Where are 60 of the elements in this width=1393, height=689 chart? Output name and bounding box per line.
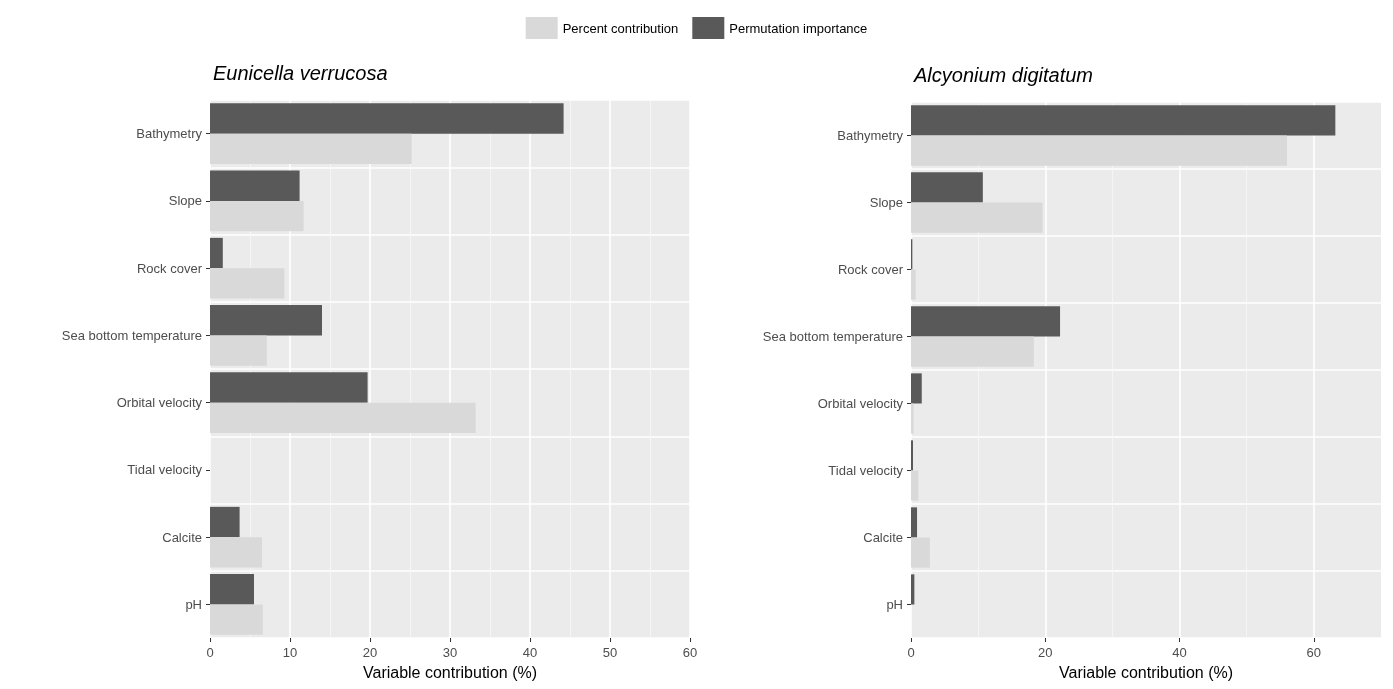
y-tick-label: Rock cover — [837, 262, 904, 277]
bar — [210, 506, 240, 538]
y-tick-label: Bathymetry — [837, 128, 904, 143]
bar — [210, 305, 322, 336]
bar — [911, 440, 914, 471]
x-tick-label: 0 — [206, 645, 214, 660]
x-axis-title: Variable contribution (%) — [362, 663, 538, 681]
bar — [210, 335, 267, 366]
bar — [911, 306, 1061, 337]
bar — [911, 135, 1287, 166]
bar — [210, 170, 300, 201]
y-tick-label: Rock cover — [136, 260, 203, 276]
y-tick-label: Tidal velocity — [828, 463, 904, 478]
bar — [210, 574, 254, 605]
bar — [210, 133, 412, 164]
bar — [911, 507, 918, 538]
y-tick-label: Sea bottom temperature — [762, 329, 903, 344]
bar — [210, 372, 368, 403]
bar — [210, 200, 304, 232]
bar — [210, 103, 564, 134]
x-tick-label: 20 — [362, 645, 378, 660]
x-tick-label: 20 — [1038, 645, 1053, 660]
bar — [210, 537, 262, 568]
chart-title: Alcyonium digitatum — [913, 64, 1093, 86]
legend-label: Percent contribution — [562, 20, 679, 36]
bar — [911, 269, 916, 300]
bar — [911, 470, 919, 501]
y-tick-label: Slope — [168, 193, 202, 209]
x-axis-title: Variable contribution (%) — [1058, 663, 1234, 681]
bar — [210, 237, 223, 269]
bar — [210, 268, 285, 299]
bar — [210, 402, 476, 433]
y-tick-label: Calcite — [863, 530, 903, 545]
bar — [911, 574, 915, 605]
bar — [911, 336, 1034, 367]
y-tick-label: Orbital velocity — [817, 396, 904, 411]
x-tick-label: 40 — [522, 645, 538, 660]
x-tick-label: 40 — [1172, 645, 1187, 660]
bar — [210, 604, 263, 635]
x-tick-label: 60 — [682, 645, 698, 660]
y-tick-label: pH — [886, 597, 903, 612]
x-tick-label: 60 — [1306, 645, 1322, 660]
bar — [911, 202, 1043, 233]
y-tick-label: Sea bottom temperature — [61, 327, 202, 343]
legend-label: Permutation importance — [729, 20, 868, 36]
y-tick-label: pH — [185, 596, 202, 612]
y-tick-label: Calcite — [162, 529, 202, 545]
y-tick-label: Orbital velocity — [116, 395, 203, 411]
x-tick-label: 10 — [282, 645, 298, 660]
y-tick-label: Bathymetry — [136, 126, 203, 142]
y-tick-label: Tidal velocity — [127, 462, 203, 478]
x-tick-label: 0 — [907, 645, 915, 660]
bar — [911, 105, 1336, 136]
y-tick-label: Slope — [869, 195, 903, 210]
chart-title: Eunicella verrucosa — [213, 62, 388, 84]
bar — [911, 373, 922, 404]
bar — [911, 537, 930, 568]
bar — [911, 172, 983, 203]
x-tick-label: 30 — [442, 645, 458, 660]
x-tick-label: 50 — [602, 645, 618, 660]
